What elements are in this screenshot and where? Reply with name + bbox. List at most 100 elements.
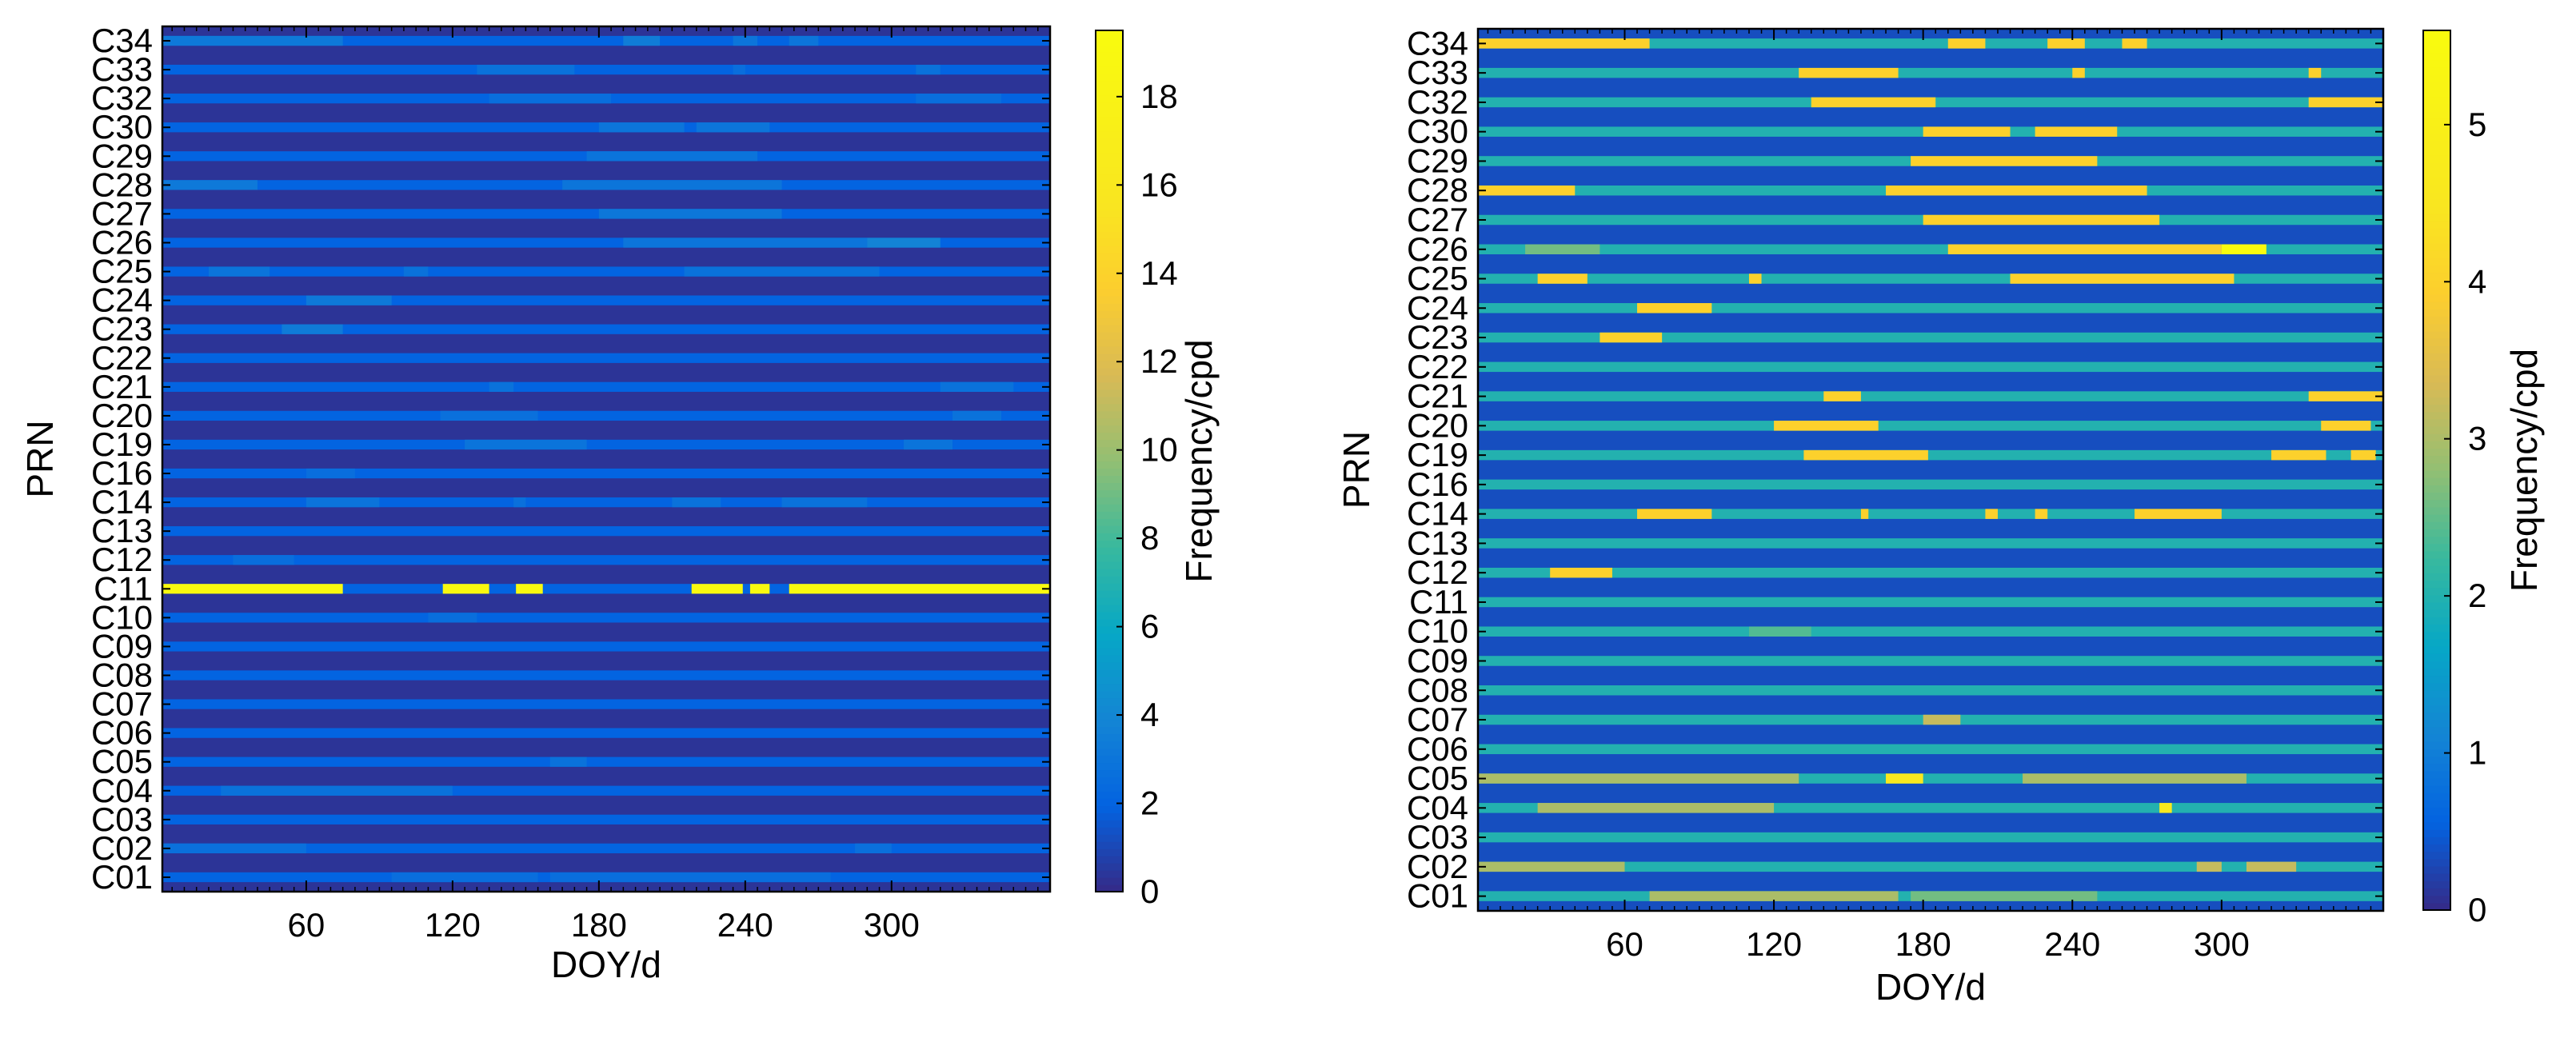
- prn-band-c12: [1478, 568, 2383, 578]
- colorbar-step: [2423, 141, 2450, 149]
- colorbar-step: [1096, 691, 1123, 699]
- colorbar-step: [2423, 690, 2450, 698]
- colorbar-tick-label-12: 12: [1140, 342, 1178, 380]
- colorbar-step: [2423, 764, 2450, 772]
- colorbar-step: [2423, 67, 2450, 75]
- segment-c02-1: [855, 844, 892, 853]
- colorbar-step: [2423, 441, 2450, 449]
- segment-c19-0: [465, 440, 586, 449]
- colorbar-tick-label-2: 2: [1140, 784, 1159, 822]
- colorbar-step: [2423, 800, 2450, 808]
- segment-c21-0: [489, 382, 513, 392]
- colorbar-step: [1096, 146, 1123, 154]
- colorbar-step: [1096, 669, 1123, 677]
- colorbar-step: [1096, 253, 1123, 261]
- colorbar-step: [1096, 66, 1123, 74]
- colorbar-step: [1096, 124, 1123, 132]
- colorbar-step: [2423, 815, 2450, 823]
- segment-c12-0: [1550, 568, 1612, 578]
- colorbar-step: [2423, 829, 2450, 837]
- prn-band-c19: [1478, 450, 2383, 461]
- colorbar-step: [2423, 273, 2450, 281]
- segment-c19-1: [904, 440, 953, 449]
- segment-c30-1: [697, 122, 769, 132]
- colorbar-step: [1096, 511, 1123, 519]
- colorbar-step: [2423, 669, 2450, 677]
- colorbar-step: [1096, 590, 1123, 598]
- segment-c10-0: [428, 613, 477, 622]
- colorbar-step: [1096, 217, 1123, 225]
- colorbar-step: [2423, 258, 2450, 265]
- colorbar-step: [1096, 45, 1123, 53]
- colorbar-step: [2423, 880, 2450, 888]
- segment-c05-0: [1478, 773, 1799, 784]
- colorbar-step: [1096, 153, 1123, 161]
- colorbar-step: [1096, 325, 1123, 333]
- x-axis-title: DOY/d: [1875, 966, 1986, 1008]
- colorbar-step: [2423, 866, 2450, 874]
- colorbar-step: [1096, 547, 1123, 555]
- colorbar-step: [2423, 133, 2450, 141]
- segment-c25-2: [685, 266, 880, 276]
- colorbar-step: [1096, 317, 1123, 325]
- segment-c20-1: [953, 411, 1001, 421]
- segment-c32-0: [489, 94, 611, 103]
- colorbar-step: [2423, 493, 2450, 501]
- segment-c21-1: [941, 382, 1013, 392]
- colorbar-step: [1096, 454, 1123, 462]
- segment-c33-2: [916, 65, 940, 74]
- colorbar-step: [1096, 633, 1123, 641]
- colorbar-step: [2423, 514, 2450, 522]
- segment-c27-0: [1923, 215, 2159, 226]
- prn-band-c16: [1478, 480, 2383, 490]
- segment-c34-0: [162, 36, 343, 46]
- prn-band-c24: [1478, 303, 2383, 313]
- prn-band-c14: [1478, 509, 2383, 519]
- colorbar-step: [1096, 202, 1123, 210]
- segment-c27-0: [599, 209, 782, 218]
- prn-band-c13: [162, 526, 1050, 536]
- colorbar-step: [2423, 177, 2450, 185]
- colorbar-step: [1096, 684, 1123, 692]
- segment-c11-2: [516, 584, 543, 593]
- segment-c25-1: [1749, 273, 1762, 284]
- prn-band-c22: [1478, 362, 2383, 373]
- colorbar-step: [2423, 405, 2450, 413]
- colorbar-step: [2423, 382, 2450, 390]
- colorbar-step: [2423, 507, 2450, 515]
- prn-band-c03: [1478, 832, 2383, 843]
- segment-c02-2: [2247, 862, 2296, 872]
- colorbar-step: [2423, 785, 2450, 793]
- colorbar-step: [2423, 30, 2450, 38]
- colorbar-step: [2423, 287, 2450, 295]
- prn-band-c16: [162, 469, 1050, 478]
- colorbar-tick-label-0: 0: [1140, 872, 1159, 910]
- colorbar-tick-label-3: 3: [2468, 420, 2486, 457]
- colorbar-step: [1096, 504, 1123, 512]
- segment-c14-3: [782, 497, 868, 507]
- colorbar-step: [1096, 397, 1123, 405]
- segment-c14-0: [1637, 509, 1711, 519]
- colorbar-title: Frequency/cpd: [1178, 339, 1220, 582]
- colorbar-step: [1096, 188, 1123, 196]
- colorbar-step: [1096, 597, 1123, 605]
- prn-band-c14: [162, 497, 1050, 507]
- colorbar-step: [2423, 852, 2450, 860]
- colorbar-step: [2423, 646, 2450, 654]
- colorbar-step: [2423, 170, 2450, 178]
- colorbar-step: [2423, 111, 2450, 119]
- colorbar-step: [2423, 778, 2450, 786]
- colorbar-step: [1096, 353, 1123, 361]
- prn-band-c08: [1478, 685, 2383, 696]
- colorbar-step: [1096, 877, 1123, 885]
- colorbar-step: [2423, 676, 2450, 684]
- colorbar-step: [1096, 246, 1123, 254]
- segment-c32-0: [1811, 98, 1935, 108]
- segment-c14-0: [306, 497, 379, 507]
- colorbar-step: [1096, 762, 1123, 770]
- colorbar-step: [2423, 331, 2450, 339]
- colorbar-tick-label-18: 18: [1140, 78, 1178, 115]
- colorbar-step: [1096, 540, 1123, 548]
- segment-c28-0: [1478, 186, 1575, 196]
- colorbar-step: [2423, 294, 2450, 302]
